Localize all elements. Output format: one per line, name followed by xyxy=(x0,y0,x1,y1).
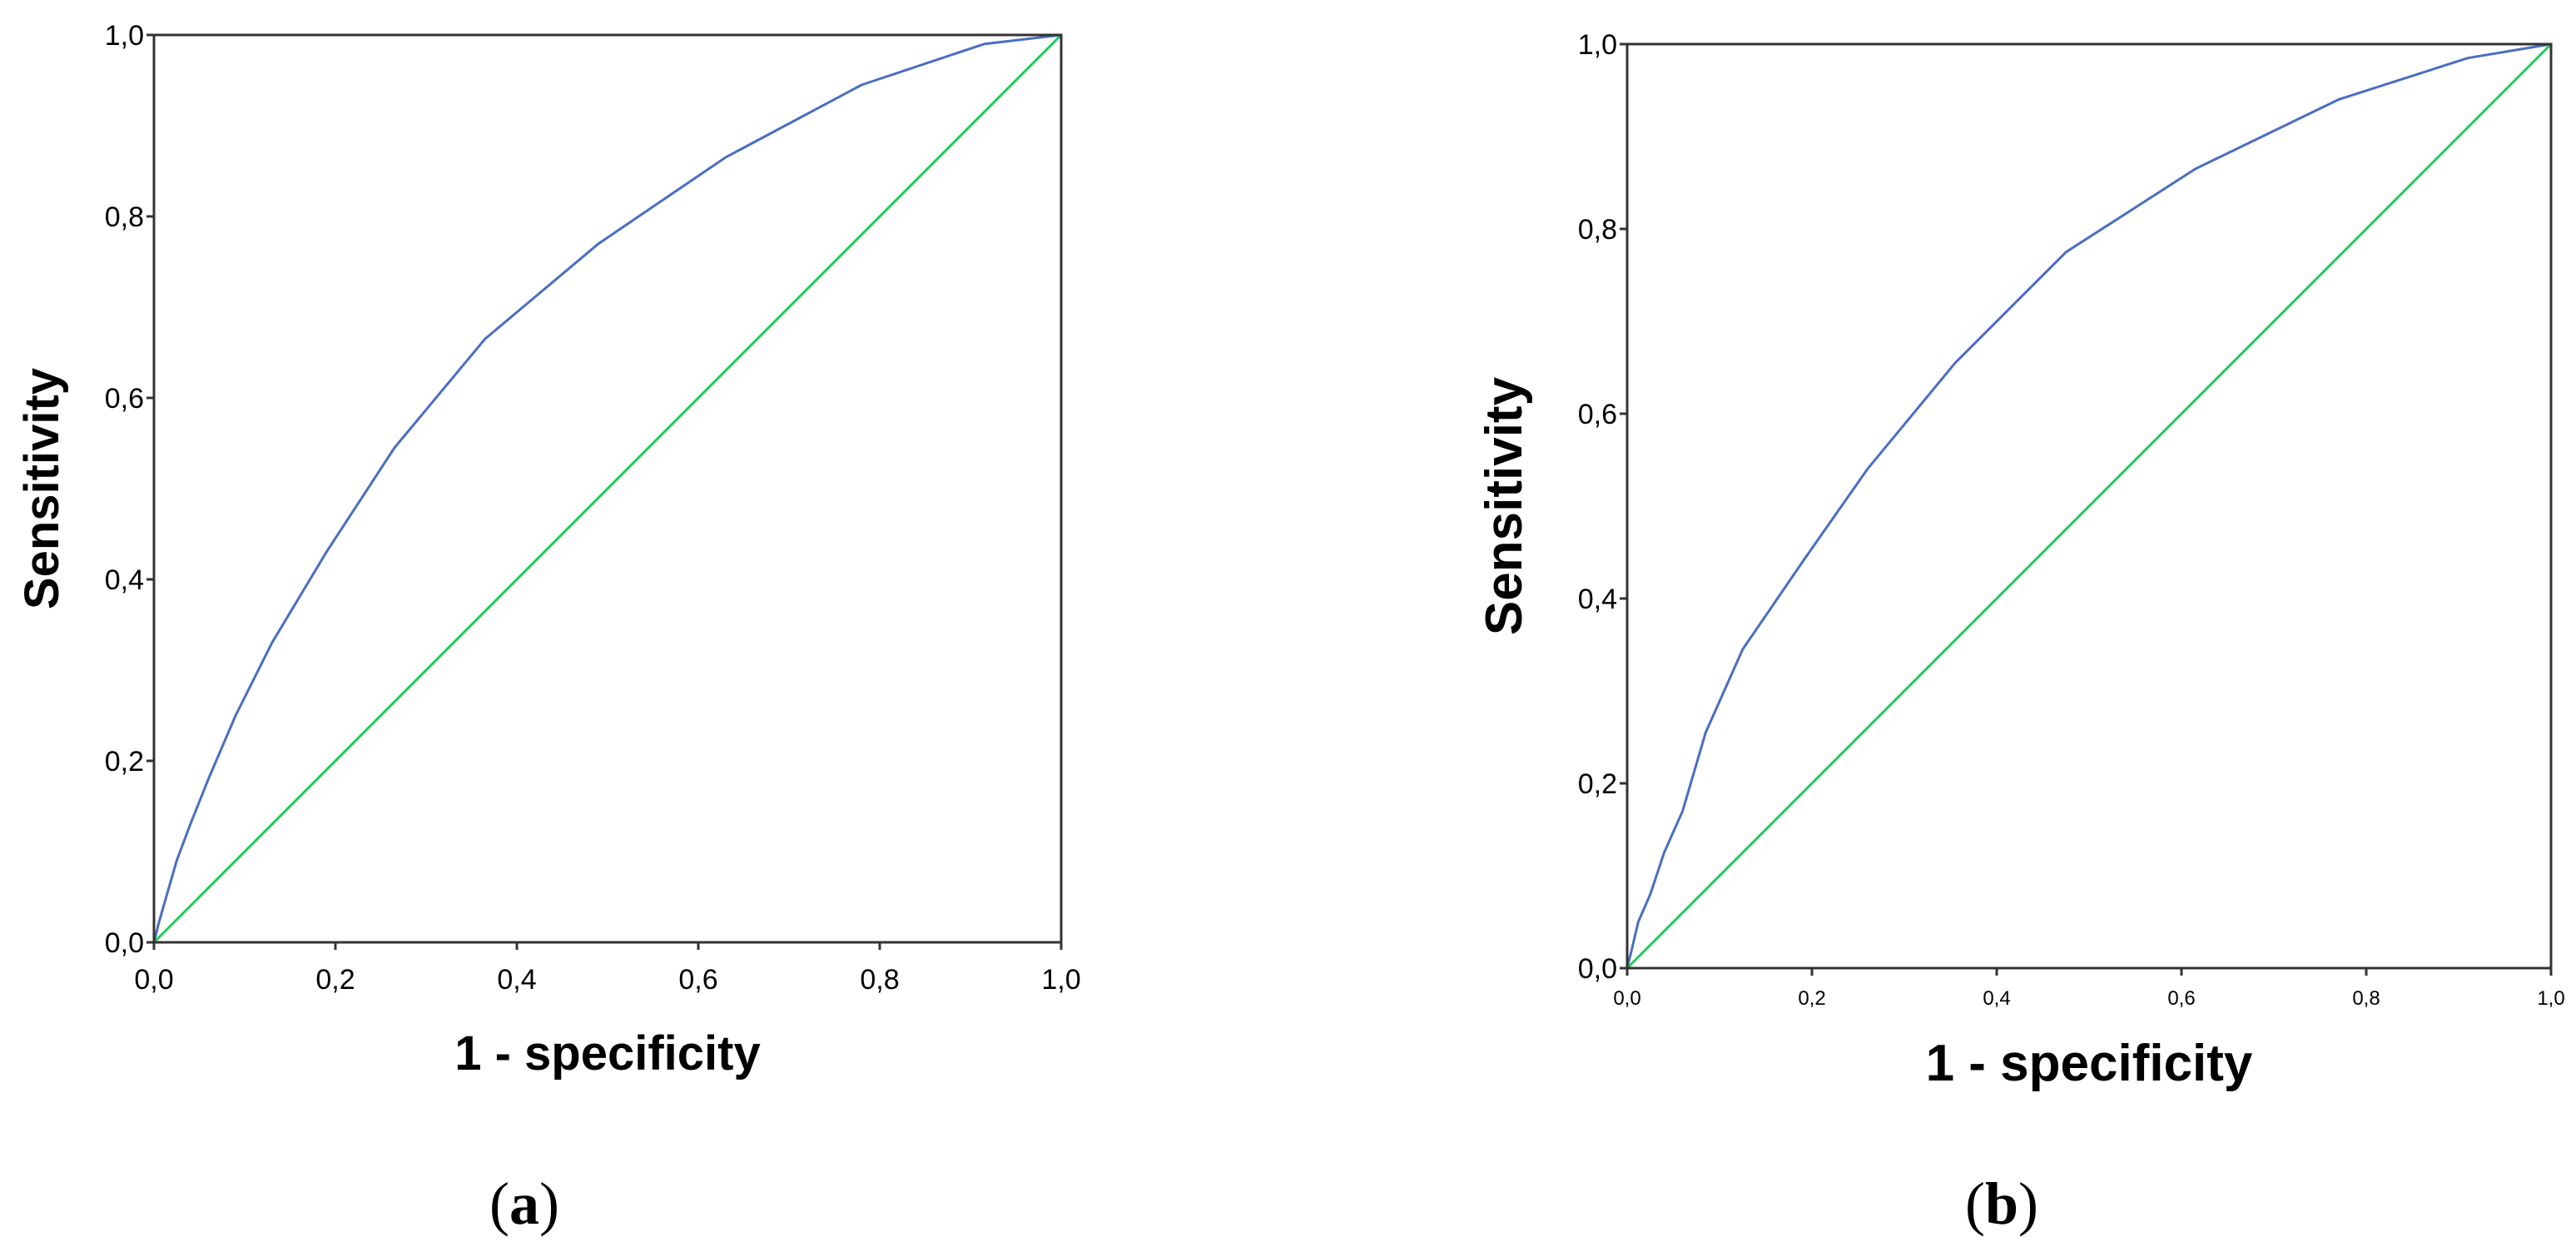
y-ticks-a: 0,0 0,2 0,4 0,6 0,8 1,0 xyxy=(105,20,154,959)
x-ticks-b: 0,0 0,2 0,4 0,6 0,8 1,0 xyxy=(1613,968,2565,1010)
x-tick-label: 0,0 xyxy=(1613,987,1640,1010)
y-tick-label: 0,6 xyxy=(105,383,144,415)
y-tick-label: 0,2 xyxy=(105,746,144,778)
reference-line-b xyxy=(1626,42,2553,970)
y-tick-label: 0,2 xyxy=(1578,768,1617,800)
plot-lines-a xyxy=(152,33,1063,944)
y-tick-label: 0,6 xyxy=(1578,399,1617,430)
panel-label-a-text: a xyxy=(509,1170,539,1237)
x-tick-label: 1,0 xyxy=(2537,987,2564,1010)
plot-lines-b xyxy=(1626,42,2553,970)
y-tick-label: 1,0 xyxy=(105,20,144,52)
panel-label-b-text: b xyxy=(1985,1170,2018,1237)
y-tick-label: 0,8 xyxy=(1578,214,1617,246)
x-tick-label: 0,6 xyxy=(678,964,717,996)
plot-frame-b xyxy=(1626,42,2553,970)
plot-frame-a xyxy=(152,33,1063,944)
y-tick-label: 0,0 xyxy=(105,927,144,959)
y-tick-label: 0,4 xyxy=(105,564,144,596)
y-tick-label: 0,0 xyxy=(1578,953,1617,985)
x-tick-label: 0,8 xyxy=(2352,987,2380,1010)
x-tick-label: 0,6 xyxy=(2167,987,2195,1010)
x-ticks-a: 0,0 0,2 0,4 0,6 0,8 1,0 xyxy=(134,942,1081,996)
roc-curve-b xyxy=(1626,42,2552,969)
x-axis-title-a: 1 - specificity xyxy=(454,1026,760,1081)
chart-panel-b: 0,0 0,2 0,4 0,6 0,8 1,0 0,0 0,2 0,4 0,6 0,8 1,0 1 … xyxy=(1476,29,2565,1237)
y-ticks-b: 0,0 0,2 0,4 0,6 0,8 1,0 xyxy=(1578,29,1627,985)
x-axis-title-b: 1 - specificity xyxy=(1926,1035,2253,1092)
x-tick-label: 0,4 xyxy=(497,964,536,996)
y-tick-label: 0,8 xyxy=(105,201,144,233)
roc-curve-a xyxy=(152,33,1062,943)
y-tick-label: 1,0 xyxy=(1578,29,1617,61)
y-tick-label: 0,4 xyxy=(1578,584,1617,615)
x-tick-label: 0,2 xyxy=(315,964,355,996)
x-tick-label: 0,0 xyxy=(134,964,173,996)
chart-panel-a: 0,0 0,2 0,4 0,6 0,8 1,0 0,0 0,2 0,4 0,6 0,8 1,0 1 … xyxy=(15,20,1081,1237)
y-axis-title-b: Sensitivity xyxy=(1476,376,1533,635)
x-tick-label: 0,4 xyxy=(1983,987,2010,1010)
y-axis-title-a: Sensitivity xyxy=(15,368,69,609)
x-tick-label: 0,2 xyxy=(1798,987,1825,1010)
x-tick-label: 0,8 xyxy=(860,964,899,996)
x-tick-label: 1,0 xyxy=(1041,964,1080,996)
panel-label-a: (a) xyxy=(489,1170,559,1237)
reference-line-a xyxy=(152,33,1063,944)
panel-label-b: (b) xyxy=(1965,1170,2038,1237)
